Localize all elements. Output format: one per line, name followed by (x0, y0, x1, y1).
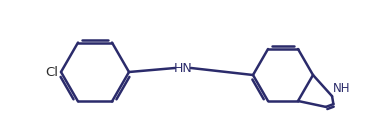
Text: NH: NH (333, 82, 350, 95)
Text: Cl: Cl (45, 66, 58, 79)
Text: HN: HN (174, 61, 192, 74)
